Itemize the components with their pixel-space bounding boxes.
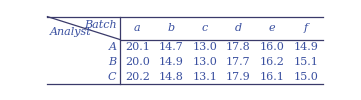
Text: 20.0: 20.0 (125, 57, 150, 67)
Text: 16.2: 16.2 (260, 57, 284, 67)
Text: 14.7: 14.7 (158, 42, 183, 52)
Text: a: a (134, 23, 140, 33)
Text: Analyst: Analyst (50, 27, 92, 37)
Text: 17.9: 17.9 (226, 72, 251, 82)
Text: 13.1: 13.1 (192, 72, 217, 82)
Text: 14.8: 14.8 (158, 72, 183, 82)
Text: 15.1: 15.1 (293, 57, 318, 67)
Text: 14.9: 14.9 (158, 57, 183, 67)
Text: 13.0: 13.0 (192, 57, 217, 67)
Text: 17.8: 17.8 (226, 42, 251, 52)
Text: 13.0: 13.0 (192, 42, 217, 52)
Text: 20.2: 20.2 (125, 72, 150, 82)
Text: C: C (108, 72, 117, 82)
Text: B: B (108, 57, 117, 67)
Text: e: e (269, 23, 275, 33)
Text: 15.0: 15.0 (293, 72, 318, 82)
Text: f: f (304, 23, 308, 33)
Text: 16.1: 16.1 (260, 72, 284, 82)
Text: b: b (168, 23, 174, 33)
Text: 14.9: 14.9 (293, 42, 318, 52)
Text: Batch: Batch (84, 20, 117, 30)
Text: 16.0: 16.0 (260, 42, 284, 52)
Text: c: c (201, 23, 208, 33)
Text: 20.1: 20.1 (125, 42, 150, 52)
Text: A: A (109, 42, 117, 52)
Text: d: d (235, 23, 242, 33)
Text: 17.7: 17.7 (226, 57, 251, 67)
